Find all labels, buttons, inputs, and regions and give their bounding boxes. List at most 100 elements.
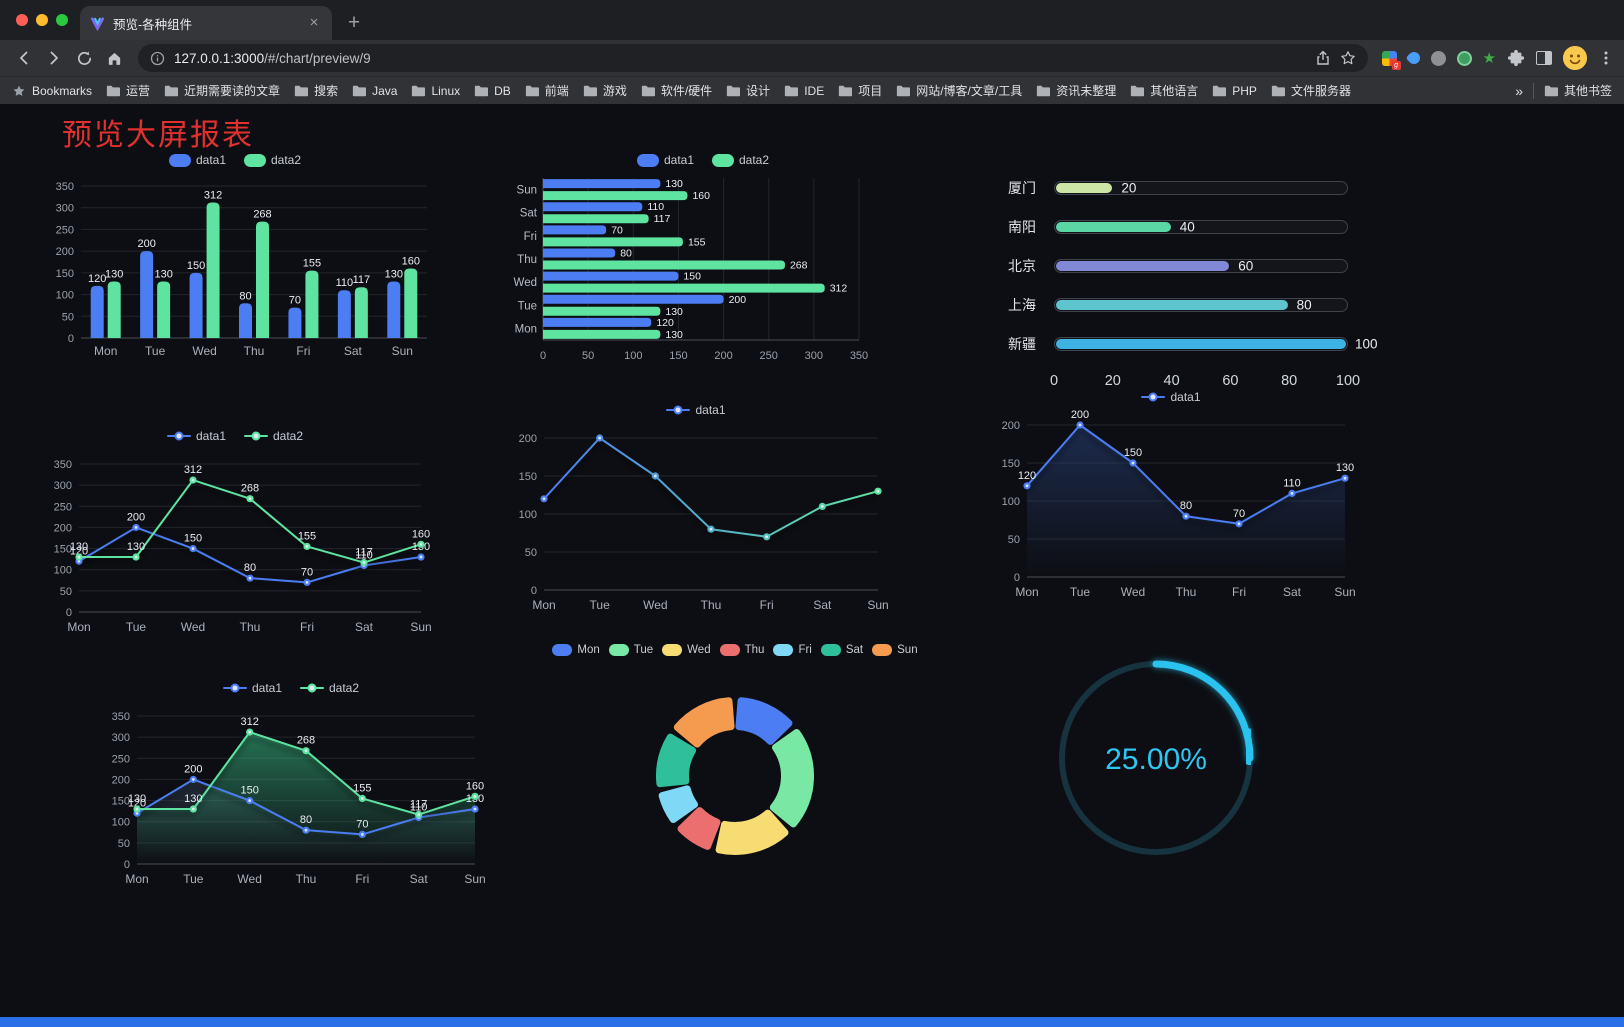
home-button[interactable] [100,44,128,72]
bookmarks-right: » 其他书签 [1505,82,1612,99]
legend-swatch [872,644,893,656]
bookmark-folder[interactable]: 网站/博客/文章/工具 [896,82,1022,99]
legend-item[interactable]: data2 [244,429,303,443]
page-info-icon[interactable] [150,51,165,66]
menu-kebab-icon[interactable] [1598,50,1614,66]
legend-label: data1 [1170,390,1201,404]
bookmark-folder[interactable]: 搜索 [294,82,338,99]
svg-text:130: 130 [127,541,145,553]
legend-label: data1 [663,153,694,167]
extension-icon-gray[interactable] [1430,50,1446,66]
legend-item[interactable]: Sun [872,644,918,656]
bookmark-folder[interactable]: 软件/硬件 [641,82,712,99]
bookmark-folder[interactable]: DB [474,84,511,98]
bookmark-folder[interactable]: PHP [1212,84,1257,98]
svg-text:200: 200 [714,350,732,362]
svg-text:130: 130 [665,306,683,318]
other-bookmarks-folder[interactable]: 其他书签 [1544,82,1612,99]
bookmark-folder[interactable]: 前端 [525,82,569,99]
svg-text:160: 160 [692,190,710,202]
legend-item[interactable]: Tue [608,644,653,656]
legend-item[interactable]: data2 [300,681,359,695]
legend-item[interactable]: Thu [719,644,764,656]
legend-item[interactable]: Mon [552,644,600,656]
legend-item[interactable]: data1 [222,681,282,695]
svg-text:130: 130 [665,329,683,341]
chart-legend: data1 [500,400,892,420]
extensions-area: g ★ [1381,46,1614,70]
svg-text:300: 300 [112,732,130,744]
capsule-row: 厦门 20 [1008,168,1348,207]
extensions-puzzle-icon[interactable] [1507,49,1525,67]
capsule-track: 20 [1054,180,1348,195]
bookmark-folder[interactable]: Linux [411,84,460,98]
legend-item[interactable]: Fri [773,644,812,656]
bookmarks-manager-link[interactable]: Bookmarks [12,84,92,98]
capsule-fill [1056,182,1113,193]
extension-icon-grid[interactable]: g [1381,50,1401,70]
bookmark-folder[interactable]: 资讯未整理 [1036,82,1116,99]
profile-avatar[interactable] [1563,46,1587,70]
extension-icon-star[interactable]: ★ [1482,49,1496,67]
bookmark-folder[interactable]: 文件服务器 [1271,82,1351,99]
bookmark-folder[interactable]: 项目 [838,82,882,99]
legend-item[interactable]: data1 [1141,390,1201,404]
legend-item[interactable]: data1 [636,153,694,167]
bookmarks-overflow-chevron[interactable]: » [1515,82,1523,99]
close-window-button[interactable] [16,14,28,26]
legend-marker-icon [300,683,324,693]
bookmark-star-icon[interactable] [1340,50,1356,66]
svg-text:Wed: Wed [1121,585,1145,599]
svg-text:Sun: Sun [517,185,537,197]
svg-text:117: 117 [410,799,428,811]
extension-icon-green[interactable] [1456,50,1472,66]
legend-item[interactable]: data2 [244,153,301,167]
svg-text:312: 312 [184,464,202,476]
svg-text:Wed: Wed [237,872,261,886]
svg-text:110: 110 [336,277,354,289]
svg-text:100: 100 [519,509,537,521]
svg-text:312: 312 [830,283,848,295]
legend-swatch [662,644,683,656]
share-icon[interactable] [1315,50,1331,66]
reload-button[interactable] [70,44,98,72]
bookmark-folder[interactable]: 运营 [106,82,150,99]
legend-item[interactable]: Wed [662,644,711,656]
side-panel-icon[interactable] [1536,51,1552,65]
legend-item[interactable]: data2 [712,153,769,167]
bookmark-folder[interactable]: 近期需要读的文章 [164,82,280,99]
back-button[interactable] [10,44,38,72]
svg-text:50: 50 [582,350,594,362]
capsule-row: 上海 80 [1008,285,1348,324]
svg-text:Thu: Thu [1176,585,1197,599]
minimize-window-button[interactable] [36,14,48,26]
svg-text:100: 100 [56,290,74,302]
new-tab-button[interactable]: + [347,11,361,34]
bookmark-folder-label: 运营 [126,84,151,98]
browser-tab[interactable]: 预览-各种组件 × [80,6,332,40]
bookmark-folder[interactable]: 其他语言 [1130,82,1198,99]
bookmark-folder[interactable]: 游戏 [583,82,627,99]
svg-text:Mon: Mon [94,344,117,358]
chart-legend: data1 [983,387,1359,407]
svg-text:80: 80 [1180,500,1192,512]
tab-close-icon[interactable]: × [309,14,319,31]
legend-item[interactable]: Sat [820,644,863,656]
legend-label: data2 [273,429,304,443]
svg-text:Mon: Mon [1015,585,1038,599]
svg-text:350: 350 [54,459,72,471]
bookmark-folder-label: 游戏 [602,84,627,98]
forward-button[interactable] [40,44,68,72]
bookmark-folder[interactable]: 设计 [726,82,770,99]
legend-item[interactable]: data1 [666,403,726,417]
capsule-row-label: 新疆 [1008,335,1036,352]
bookmark-folder[interactable]: Java [352,84,397,98]
zoom-window-button[interactable] [56,14,68,26]
extension-icon-drop[interactable] [1405,49,1423,67]
svg-text:200: 200 [1071,409,1089,421]
tab-favicon [90,16,105,31]
bookmark-folder[interactable]: IDE [784,84,824,98]
legend-item[interactable]: data1 [168,153,226,167]
address-bar[interactable]: 127.0.0.1:3000/#/chart/preview/9 [138,44,1368,72]
legend-item[interactable]: data1 [166,429,226,443]
